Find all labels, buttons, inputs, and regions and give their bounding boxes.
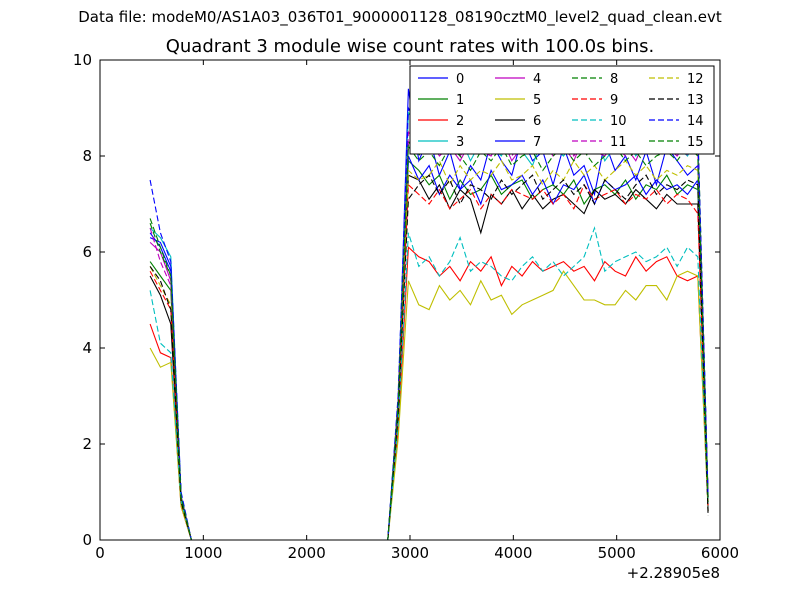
- chart-title: Quadrant 3 module wise count rates with …: [165, 36, 655, 57]
- legend-label-10: 10: [610, 114, 627, 129]
- y-tick-label: 4: [82, 339, 92, 357]
- legend-label-3: 3: [456, 135, 464, 150]
- x-tick-label: 0: [95, 544, 105, 562]
- series-line-5: [149, 270, 709, 540]
- legend-label-15: 15: [687, 135, 704, 150]
- x-tick-label: 3000: [391, 544, 429, 562]
- series-line-8: [149, 96, 709, 540]
- series-line-12: [149, 159, 709, 540]
- y-tick-label: 8: [82, 147, 92, 165]
- x-tick-label: 4000: [494, 544, 532, 562]
- data-file-title: Data file: modeM0/AS1A03_036T01_90000011…: [78, 8, 722, 26]
- legend-label-12: 12: [687, 72, 704, 87]
- plot-lines: [149, 88, 709, 540]
- series-line-6: [149, 174, 709, 540]
- series-line-3: [149, 111, 709, 540]
- legend-box: [409, 65, 715, 155]
- x-tick-label: 2000: [288, 544, 326, 562]
- legend-label-5: 5: [533, 93, 541, 108]
- x-tick-label: 1000: [184, 544, 222, 562]
- series-line-14: [149, 96, 709, 540]
- legend-label-1: 1: [456, 93, 464, 108]
- y-tick-label: 6: [82, 243, 92, 261]
- series-line-2: [149, 246, 709, 540]
- y-tick-label: 10: [73, 51, 92, 69]
- series-line-1: [149, 159, 709, 540]
- series-line-15: [149, 144, 709, 540]
- legend-label-2: 2: [456, 114, 464, 129]
- series-line-9: [149, 183, 709, 540]
- series-line-7: [149, 155, 709, 540]
- legend-label-0: 0: [456, 72, 464, 87]
- legend-label-11: 11: [610, 135, 627, 150]
- y-tick-label: 2: [82, 435, 92, 453]
- x-offset-label: +2.28905e8: [627, 564, 720, 582]
- legend-label-9: 9: [610, 93, 618, 108]
- series-line-4: [149, 135, 709, 540]
- legend-label-14: 14: [687, 114, 704, 129]
- legend-label-8: 8: [610, 72, 618, 87]
- legend-label-6: 6: [533, 114, 541, 129]
- x-tick-label: 5000: [598, 544, 636, 562]
- series-line-13: [149, 174, 709, 540]
- series-line-11: [149, 129, 709, 540]
- legend-label-4: 4: [533, 72, 541, 87]
- legend-label-7: 7: [533, 135, 541, 150]
- x-tick-label: 6000: [701, 544, 739, 562]
- axes-layer: 0 1000 2000 3000 4000 5000 60000246810+2.28905…: [73, 51, 739, 582]
- legend-label-13: 13: [687, 93, 704, 108]
- series-line-10: [149, 226, 709, 540]
- series-line-0: [149, 88, 709, 540]
- y-tick-label: 0: [82, 531, 92, 549]
